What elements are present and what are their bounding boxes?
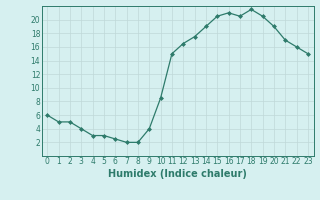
X-axis label: Humidex (Indice chaleur): Humidex (Indice chaleur) [108,169,247,179]
